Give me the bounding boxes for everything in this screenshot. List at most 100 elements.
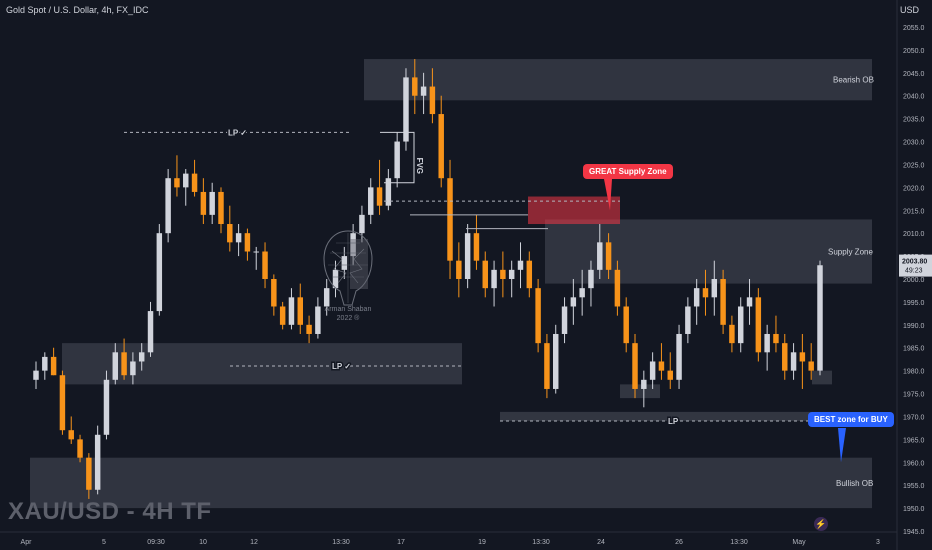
zones-layer bbox=[30, 59, 872, 509]
overlays-layer: LP ✓ LP ✓ LP FVG Bearish OB Supply Zone Bullis… bbox=[124, 76, 874, 488]
time-tick-label: 3 bbox=[876, 539, 880, 546]
candle-body bbox=[649, 361, 656, 380]
candle-body bbox=[218, 191, 224, 225]
candle-body bbox=[165, 178, 171, 234]
candle-body bbox=[394, 141, 400, 179]
price-tick-label: 1965.0 bbox=[903, 437, 925, 444]
currency-label: USD bbox=[900, 5, 920, 15]
price-tick-label: 1945.0 bbox=[903, 529, 925, 536]
candle-body bbox=[482, 260, 488, 289]
best-buy-callout[interactable]: BEST zone for BUY bbox=[808, 412, 894, 427]
candle-body bbox=[755, 297, 762, 353]
candle-body bbox=[138, 352, 145, 362]
bearish-ob-label: Bearish OB bbox=[833, 76, 874, 85]
candle-body bbox=[103, 379, 110, 435]
time-tick-label: 12 bbox=[250, 539, 258, 546]
candle-body bbox=[50, 356, 57, 376]
time-axis[interactable]: Apr 5 09:30 10 12 13:30 17 19 13:30 24 26 13:30 May 3 bbox=[21, 539, 881, 546]
candle-body bbox=[332, 269, 339, 289]
lp-mid-label: LP ✓ bbox=[332, 362, 351, 371]
candle-body bbox=[561, 306, 568, 334]
candle-body bbox=[420, 86, 427, 96]
candle-body bbox=[667, 370, 673, 380]
price-tick-label: 1970.0 bbox=[903, 414, 925, 421]
price-tick-label: 2050.0 bbox=[903, 48, 925, 55]
zone-rect bbox=[30, 457, 872, 509]
candle-body bbox=[315, 306, 321, 334]
candle-body bbox=[130, 361, 136, 376]
price-tick-label: 1975.0 bbox=[903, 392, 925, 399]
candle-body bbox=[271, 279, 277, 307]
time-tick-label: 09:30 bbox=[147, 539, 165, 546]
candle-body bbox=[147, 311, 154, 353]
time-tick-label: 13:30 bbox=[332, 539, 350, 546]
candle-body bbox=[711, 279, 718, 298]
price-tick-label: 1990.0 bbox=[903, 323, 925, 330]
candle-body bbox=[456, 260, 462, 279]
candle-body bbox=[447, 178, 453, 261]
time-tick-label: 10 bbox=[199, 539, 207, 546]
time-tick-label: Apr bbox=[21, 539, 33, 546]
candle-body bbox=[112, 352, 119, 380]
fvg-bracket bbox=[380, 131, 415, 184]
zone-rect bbox=[545, 219, 872, 284]
great-supply-callout[interactable]: GREAT Supply Zone bbox=[583, 164, 673, 179]
candle-body bbox=[368, 187, 374, 215]
lp-zone-rect bbox=[500, 411, 846, 422]
candle-body bbox=[227, 224, 233, 243]
candle-body bbox=[86, 457, 92, 490]
candle-body bbox=[262, 251, 268, 279]
candle-body bbox=[658, 361, 665, 371]
fvg-label: FVG bbox=[415, 158, 424, 174]
great-supply-pointer bbox=[604, 179, 612, 211]
countdown-label: 49:23 bbox=[905, 268, 923, 275]
candle-body bbox=[491, 269, 497, 289]
candle-body bbox=[429, 86, 436, 115]
time-tick-label: May bbox=[792, 539, 806, 546]
candle-body bbox=[579, 288, 585, 298]
time-tick-label: 13:30 bbox=[730, 539, 748, 546]
watermark-title: XAU/USD - 4H TF bbox=[8, 498, 212, 525]
candle-body bbox=[676, 333, 682, 380]
candle-body bbox=[790, 352, 797, 371]
bullish-ob-label: Bullish OB bbox=[836, 479, 873, 488]
candle-body bbox=[200, 191, 207, 215]
candle-body bbox=[385, 178, 392, 206]
candle-body bbox=[306, 324, 312, 334]
candle-body bbox=[693, 288, 700, 307]
price-tick-label: 1980.0 bbox=[903, 369, 925, 376]
candle-body bbox=[508, 269, 515, 279]
zone-rect bbox=[364, 59, 872, 101]
time-tick-label: 24 bbox=[597, 539, 605, 546]
price-tick-label: 1995.0 bbox=[903, 300, 925, 307]
zone-rect bbox=[62, 343, 462, 385]
time-tick-label: 26 bbox=[675, 539, 683, 546]
candle-body bbox=[605, 242, 612, 270]
candle-body bbox=[623, 306, 629, 344]
candle-body bbox=[253, 251, 259, 253]
candle-body bbox=[808, 361, 814, 371]
candle-body bbox=[438, 114, 444, 179]
candle-body bbox=[341, 256, 348, 270]
candle-body bbox=[376, 187, 383, 206]
last-price-tag bbox=[899, 254, 932, 277]
price-tick-label: 1955.0 bbox=[903, 483, 925, 490]
candle-body bbox=[782, 343, 788, 371]
price-tick-label: 1985.0 bbox=[903, 346, 925, 353]
lightning-icon[interactable]: ⚡ bbox=[814, 517, 828, 531]
candle-body bbox=[68, 430, 74, 440]
candle-body bbox=[544, 343, 550, 389]
price-tick-label: 2040.0 bbox=[903, 94, 925, 101]
price-tick-label: 2010.0 bbox=[903, 231, 925, 238]
candle-body bbox=[702, 288, 709, 298]
candle-body bbox=[77, 439, 83, 458]
price-axis[interactable]: 1945.0 1950.0 1955.0 1960.0 1965.0 1970.0 1975… bbox=[899, 25, 932, 536]
candle-body bbox=[279, 306, 286, 325]
price-tick-label: 2020.0 bbox=[903, 185, 925, 192]
candle-body bbox=[632, 343, 638, 389]
price-tick-label: 2025.0 bbox=[903, 162, 925, 169]
price-tick-label: 2015.0 bbox=[903, 208, 925, 215]
candle-body bbox=[685, 306, 691, 334]
candle-body bbox=[350, 233, 356, 257]
